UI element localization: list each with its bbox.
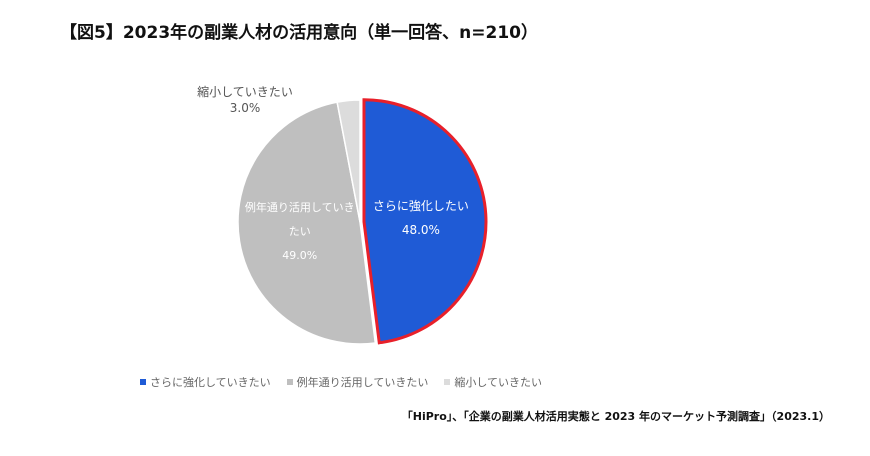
pie-slice (237, 101, 377, 345)
legend-swatch (140, 379, 146, 385)
slice-name: 縮小していきたい (197, 85, 293, 99)
slice-name: 例年通り活用していきたい (244, 200, 355, 238)
legend-item: 縮小していきたい (444, 374, 542, 390)
slice-name: さらに強化したい (372, 199, 469, 214)
legend-item: 例年通り活用していきたい (286, 374, 429, 390)
legend: さらに強化していきたい 例年通り活用していきたい 縮小していきたい (140, 374, 542, 390)
legend-label: さらに強化していきたい (150, 376, 271, 389)
legend-label: 例年通り活用していきたい (296, 376, 429, 389)
legend-swatch (286, 379, 293, 385)
slice-label: 例年通り活用していきたい 49.0% (244, 196, 356, 268)
legend-item: さらに強化していきたい (140, 374, 271, 390)
legend-swatch (444, 379, 451, 385)
slice-label: 縮小していきたい 3.0% (175, 84, 315, 116)
pie-slice (362, 98, 488, 345)
slice-label: さらに強化したい 48.0% (365, 194, 477, 242)
source-note: 「HiPro」、「企業の副業人材活用実態と 2023 年のマーケット予測調査」（… (401, 410, 830, 423)
slice-value: 48.0% (401, 223, 440, 238)
chart-title: 【図5】2023年の副業人材の活用意向（単一回答、n=210） (60, 23, 538, 43)
pie-slice (336, 99, 361, 223)
slice-value: 49.0% (282, 248, 318, 262)
legend-label: 縮小していきたい (454, 376, 543, 389)
slice-value: 3.0% (229, 101, 261, 115)
